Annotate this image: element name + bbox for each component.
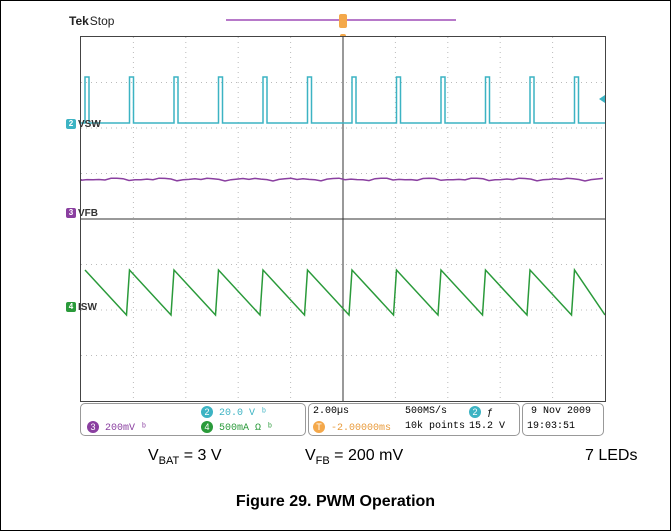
trigger-level: 15.2 V — [469, 421, 506, 432]
ch4-label: ISW — [78, 302, 97, 313]
ch4-box: 4 — [66, 302, 76, 313]
ch2-bw-icon: ᵇ — [261, 408, 268, 419]
horizontal-readout: 2.00µs 500MS/s 2 ƒ T -2.00000ms 10k poin… — [308, 403, 520, 436]
ch3-scale: 200mV — [105, 423, 136, 434]
timebase: 2.00µs — [313, 406, 350, 417]
date: 9 Nov 2009 — [531, 406, 592, 417]
time: 19:03:51 — [527, 421, 576, 432]
vertical-readout: 2 20.0 V ᵇ 3 200mV ᵇ 4 500mA Ω ᵇ — [80, 403, 306, 436]
scope-readout: 2 20.0 V ᵇ 3 200mV ᵇ 4 500mA Ω ᵇ 2.00µs … — [80, 401, 604, 437]
ch3-label: VFB — [78, 208, 98, 219]
trigger-ch-badge: 2 — [469, 406, 481, 418]
record-length: 10k points — [405, 421, 466, 432]
trigger-slope-icon: ƒ — [487, 408, 494, 419]
ch4-marker: 4 ISW — [66, 302, 97, 313]
ch2-box: 2 — [66, 119, 76, 130]
vfb-value: = 200 mV — [329, 447, 404, 464]
ch4-bw-icon: ᵇ — [267, 423, 274, 434]
waveform-graticule — [80, 36, 606, 402]
ch3-badge: 3 — [87, 421, 99, 433]
trigger-pos-icon: T — [313, 421, 325, 433]
ch2-label: VSW — [78, 119, 101, 130]
caption-vfb: VFB = 200 mV — [305, 447, 403, 467]
vbat-subscript: BAT — [158, 455, 180, 468]
ch2-badge: 2 — [201, 406, 213, 418]
ch3-marker: 3 VFB — [66, 208, 98, 219]
ch2-level-marker — [599, 95, 605, 103]
ch4-badge: 4 — [201, 421, 213, 433]
trigger-position-marker — [339, 14, 347, 28]
ch3-bw-icon: ᵇ — [141, 423, 148, 434]
ch2-readout: 2 20.0 V ᵇ — [201, 406, 267, 419]
waveform-svg — [81, 37, 605, 401]
datetime-readout: 9 Nov 2009 19:03:51 — [522, 403, 604, 436]
ch3-readout: 3 200mV ᵇ — [87, 421, 147, 434]
ch3-box: 3 — [66, 208, 76, 219]
figure-title: Figure 29. PWM Operation — [235, 493, 436, 510]
brand-name: Tek — [69, 14, 89, 28]
sample-rate: 500MS/s — [405, 406, 448, 417]
vfb-trace — [81, 177, 604, 182]
vbat-symbol: V — [148, 447, 159, 464]
ch2-scale: 20.0 V — [219, 408, 256, 419]
vsw-trace — [81, 76, 605, 124]
caption-vbat: VBAT = 3 V — [148, 447, 222, 467]
vfb-symbol: V — [305, 447, 316, 464]
ch2-marker: 2 VSW — [66, 119, 101, 130]
vbat-value: = 3 V — [179, 447, 222, 464]
scope-brand: TekStop — [69, 14, 114, 28]
ch4-readout: 4 500mA Ω ᵇ — [201, 421, 273, 434]
trigger-position: T -2.00000ms — [313, 421, 391, 434]
trigger-readout: 2 ƒ — [469, 406, 493, 419]
acquisition-state: Stop — [89, 14, 115, 28]
ch4-scale: 500mA Ω — [219, 423, 262, 434]
caption-leds: 7 LEDs — [585, 447, 638, 464]
trigger-pos-value: -2.00000ms — [331, 423, 392, 434]
isw-trace — [84, 267, 605, 317]
vfb-subscript: FB — [315, 455, 330, 468]
scope-header: TekStop — [64, 12, 620, 32]
oscilloscope-screenshot: TekStop 2 VSW 3 VFB 4 ISW 2 20.0 V ᵇ 3 200m… — [64, 12, 620, 442]
